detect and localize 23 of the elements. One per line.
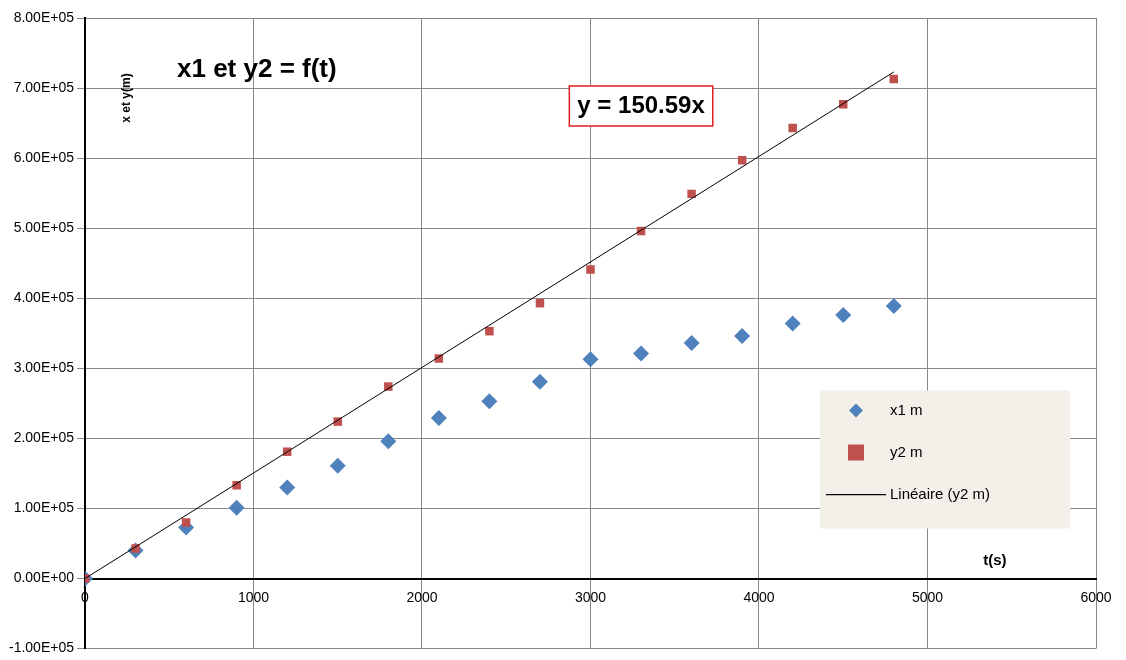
x-tick-label: 3000 [574, 588, 607, 605]
y-tick-label: 7.00E+05 [13, 78, 75, 95]
legend-label: y2 m [890, 442, 923, 460]
y-tick-label: 8.00E+05 [13, 8, 75, 25]
y-tick-label: 0.00E+00 [13, 569, 75, 586]
x-tick-label: 5000 [911, 588, 944, 605]
y-tick-label: 4.00E+05 [13, 289, 75, 306]
y-tick-label: 5.00E+05 [13, 219, 75, 236]
y-tick-label: 6.00E+05 [13, 148, 75, 165]
x-tick-label: 2000 [406, 588, 438, 605]
y-tick-label: 1.00E+05 [13, 499, 75, 516]
annotation: y = 150.59x [577, 90, 706, 118]
legend-label: Linéaire (y2 m) [890, 484, 991, 502]
x-tick-label: 4000 [743, 588, 775, 605]
legend-label: x1 m [890, 400, 923, 418]
y-tick-label: 2.00E+05 [13, 429, 75, 446]
y-axis-title: x et y(m) [119, 73, 134, 123]
x-axis-title: t(s) [983, 551, 1007, 569]
text: x1 et y2 = f(t) [177, 53, 337, 84]
x-tick-label: 1000 [237, 588, 270, 605]
y-tick-label: 3.00E+05 [13, 359, 75, 376]
x-tick-label: 6000 [1080, 588, 1112, 605]
y-tick-label: -1.00E+05 [9, 639, 75, 656]
